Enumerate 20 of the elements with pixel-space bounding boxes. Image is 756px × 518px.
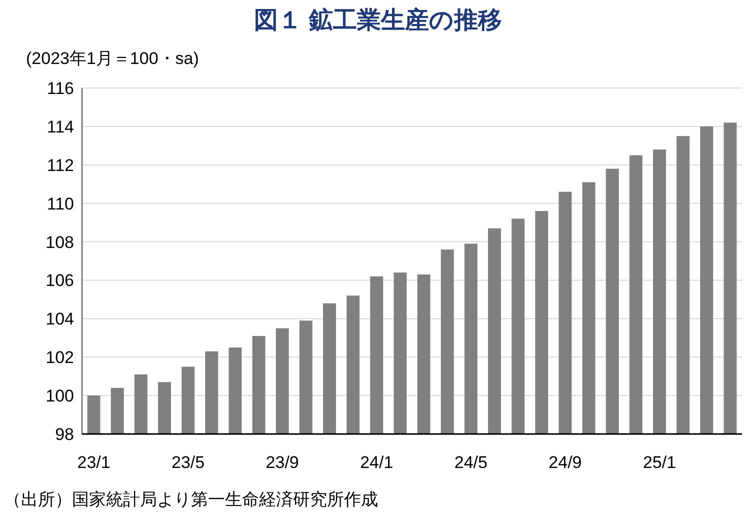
y-tick-label: 102 — [46, 348, 74, 368]
y-tick-label: 106 — [46, 271, 74, 290]
y-tick-label: 104 — [46, 310, 74, 329]
y-axis-title: (2023年1月＝100・sa) — [26, 49, 199, 68]
x-tick-label: 23/1 — [77, 453, 110, 472]
y-tick-label: 110 — [46, 194, 74, 214]
y-tick-label: 112 — [46, 156, 74, 175]
y-tick-label: 100 — [46, 386, 74, 406]
x-tick-label: 24/5 — [454, 453, 488, 472]
y-tick-label: 98 — [55, 425, 74, 444]
x-tick-label: 23/9 — [266, 453, 299, 472]
x-tick-label: 24/9 — [548, 453, 582, 472]
x-tick-label: 23/5 — [172, 453, 205, 472]
chart-title: 図１ 鉱工業生産の推移 — [254, 7, 502, 34]
y-tick-label: 114 — [46, 117, 74, 136]
y-tick-label: 116 — [46, 79, 74, 98]
x-tick-label: 25/1 — [642, 453, 676, 472]
x-tick-label: 24/1 — [360, 453, 394, 472]
text: （出所）国家統計局より第一生命経済研究所作成 — [4, 490, 378, 509]
y-tick-label: 108 — [46, 232, 74, 252]
